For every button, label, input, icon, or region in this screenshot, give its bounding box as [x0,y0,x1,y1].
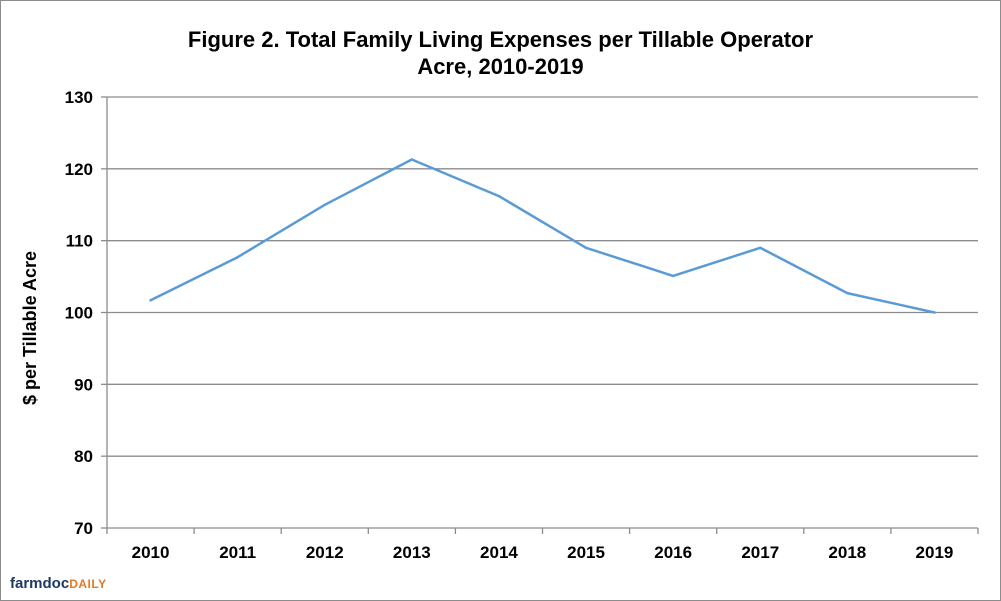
data-point-2012 [323,203,326,206]
y-tick-label-70: 70 [74,519,93,538]
logo-part-daily: DAILY [69,577,107,591]
series [149,158,936,314]
data-point-2015 [584,246,588,250]
data-point-2013 [410,158,414,161]
x-tick-label-2016: 2016 [654,543,692,562]
logo-part-farmdoc: farmdoc [10,575,70,592]
axes [101,96,979,534]
x-tick-label-2011: 2011 [219,543,256,562]
x-tick-label-2012: 2012 [306,543,344,562]
x-tick-label-2019: 2019 [916,543,954,562]
farmdoc-daily-logo: farmdocDAILY [10,576,107,592]
y-tick-label-90: 90 [74,375,93,394]
x-tick-label-2018: 2018 [828,543,866,562]
chart-title-line-2: Acre, 2010-2019 [417,54,584,79]
data-point-2016 [671,274,675,278]
x-tick-label-2015: 2015 [567,543,605,562]
data-point-2017 [759,246,762,250]
y-tick-label-80: 80 [74,447,93,466]
y-tick-label-110: 110 [66,232,93,251]
data-point-2018 [846,291,849,295]
x-tick-label-2010: 2010 [132,543,170,562]
series-line-0 [149,158,936,314]
y-tick-labels: 70 80 90 100 110 120 130 [65,88,93,538]
x-tick-label-2017: 2017 [741,543,779,562]
chart-title-line-1: Figure 2. Total Family Living Expenses p… [187,27,814,52]
x-tick-label-2014: 2014 [480,543,518,562]
y-axis-title: $ per Tillable Acre [20,251,40,405]
data-point-2014 [497,194,501,198]
y-tick-label-130: 130 [65,88,93,107]
y-tick-label-120: 120 [65,160,93,179]
gridlines [107,96,978,457]
y-tick-label-100: 100 [65,304,93,323]
x-tick-labels: 2010 2011 2012 2013 2014 2015 2016 2017 2018 2019 [132,543,954,562]
x-tick-label-2013: 2013 [393,543,431,562]
data-point-2010 [149,299,152,302]
data-point-2011 [236,255,239,259]
data-point-2019 [933,311,936,314]
chart-title: Figure 2. Total Family Living Expenses p… [0,26,1001,80]
